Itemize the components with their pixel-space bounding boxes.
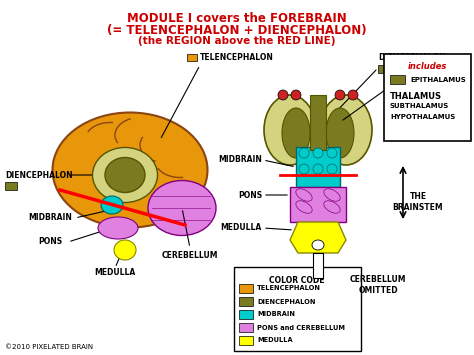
Ellipse shape: [299, 164, 309, 174]
Text: SUBTHALAMUS: SUBTHALAMUS: [390, 103, 449, 109]
Ellipse shape: [324, 189, 340, 201]
Ellipse shape: [282, 108, 310, 158]
Ellipse shape: [335, 90, 345, 100]
Text: MEDULLA: MEDULLA: [257, 338, 292, 344]
Text: THALAMUS: THALAMUS: [390, 92, 442, 101]
Text: DIENCEPHALON: DIENCEPHALON: [257, 299, 316, 305]
Ellipse shape: [312, 240, 324, 250]
Text: PONS: PONS: [38, 237, 62, 246]
Bar: [239, 336, 253, 345]
Bar: [290, 187, 346, 222]
Ellipse shape: [313, 148, 323, 158]
Bar: [239, 310, 253, 319]
Ellipse shape: [53, 113, 208, 228]
Ellipse shape: [101, 196, 123, 214]
Text: TELENCEPHALON: TELENCEPHALON: [200, 54, 274, 62]
FancyBboxPatch shape: [384, 54, 471, 141]
Text: MIDBRAIN: MIDBRAIN: [28, 213, 72, 223]
Text: DIENCEPHALON: DIENCEPHALON: [5, 170, 73, 180]
Ellipse shape: [320, 95, 372, 165]
Ellipse shape: [114, 240, 136, 260]
Text: MIDBRAIN: MIDBRAIN: [257, 311, 295, 317]
Ellipse shape: [313, 164, 323, 174]
Ellipse shape: [299, 148, 309, 158]
Text: TELENCEPHALON: TELENCEPHALON: [257, 285, 321, 291]
Bar: [239, 323, 253, 332]
Text: DIENCEPHALON: DIENCEPHALON: [378, 54, 446, 62]
Ellipse shape: [296, 201, 312, 213]
Ellipse shape: [296, 189, 312, 201]
Text: (the REGION above the RED LINE): (the REGION above the RED LINE): [138, 36, 336, 46]
Ellipse shape: [264, 95, 316, 165]
Ellipse shape: [105, 158, 145, 192]
Text: MIDBRAIN: MIDBRAIN: [218, 155, 262, 164]
Ellipse shape: [324, 201, 340, 213]
Text: PONS: PONS: [238, 191, 262, 200]
Ellipse shape: [348, 90, 358, 100]
Text: includes: includes: [407, 62, 447, 71]
Ellipse shape: [326, 108, 354, 158]
Ellipse shape: [148, 180, 216, 235]
Polygon shape: [290, 222, 346, 253]
Text: THE
BRAINSTEM: THE BRAINSTEM: [392, 192, 443, 212]
Bar: [378, 65, 390, 73]
Ellipse shape: [327, 148, 337, 158]
Bar: [390, 75, 405, 84]
Text: PONS and CEREBELLUM: PONS and CEREBELLUM: [257, 324, 345, 331]
Bar: [5, 182, 17, 190]
Text: MEDULLA: MEDULLA: [221, 224, 262, 233]
Text: EPITHALAMUS: EPITHALAMUS: [410, 77, 466, 83]
Ellipse shape: [92, 147, 157, 202]
Ellipse shape: [291, 90, 301, 100]
Text: COLOR CODE: COLOR CODE: [269, 276, 325, 285]
Bar: [187, 54, 197, 61]
Ellipse shape: [278, 90, 288, 100]
Text: HYPOTHALAMUS: HYPOTHALAMUS: [390, 114, 455, 120]
Text: CEREBELLUM: CEREBELLUM: [162, 251, 218, 260]
Bar: [313, 253, 323, 278]
Bar: [239, 284, 253, 293]
Ellipse shape: [98, 217, 138, 239]
Ellipse shape: [327, 164, 337, 174]
Bar: [296, 147, 340, 187]
FancyBboxPatch shape: [234, 267, 361, 351]
Bar: [310, 95, 326, 150]
Bar: [239, 297, 253, 306]
Text: MODULE I covers the FOREBRAIN: MODULE I covers the FOREBRAIN: [127, 12, 347, 25]
Text: CEREBELLUM
OMITTED: CEREBELLUM OMITTED: [350, 275, 406, 295]
Text: ©2010 PIXELATED BRAIN: ©2010 PIXELATED BRAIN: [5, 344, 93, 350]
Text: MEDULLA: MEDULLA: [94, 268, 136, 277]
Text: (= TELENCEPHALON + DIENCEPHALON): (= TELENCEPHALON + DIENCEPHALON): [107, 24, 367, 37]
